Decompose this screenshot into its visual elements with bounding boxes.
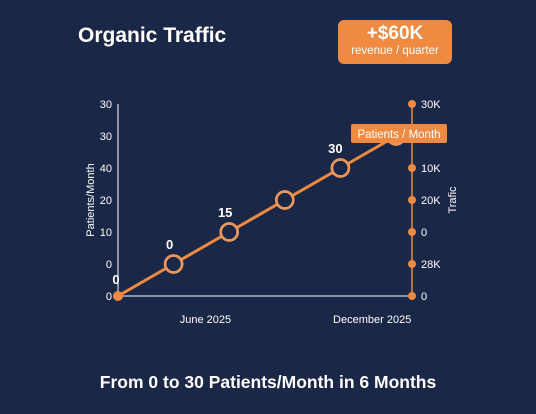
left-tick-label: 10 [100,227,112,239]
right-tick-dot [408,164,416,172]
left-tick-label: 0 [106,259,112,271]
right-tick-label: 0 [421,291,427,303]
point-value-label: 15 [218,205,232,220]
data-point [330,158,351,178]
left-axis-ticks: 30 30 40 20 10 0 0 [100,99,112,303]
annotation-tooltip: Patients / Month [351,124,447,143]
x-tick-label: June 2025 [180,314,231,326]
left-axis-title: Patients/Month [85,163,97,236]
right-tick-dot [408,100,416,108]
right-tick-label: 28K [421,259,441,271]
series-line [117,134,397,298]
badge-subtitle: revenue / quarter [351,45,439,57]
right-tick-dot [408,196,416,204]
right-axis-title: Trafic [447,186,459,214]
left-tick-label: 0 [106,291,112,303]
right-tick-label: 30K [421,99,441,111]
data-point [163,254,184,274]
x-tick-label: December 2025 [333,314,411,326]
right-tick-dot [408,260,416,268]
point-value-label: 0 [112,272,119,287]
point-labels: 0 0 15 30 [112,141,342,287]
data-point [219,222,239,242]
revenue-badge: +$60K revenue / quarter [338,20,452,64]
x-axis-ticks: June 2025 December 2025 [180,314,412,326]
tooltip-text: Patients / Month [357,129,440,141]
chart-title: Organic Traffic [78,24,227,47]
series-line-group [113,126,406,301]
tooltip-box [351,124,447,143]
point-value-label: 30 [328,141,342,156]
data-point-start [113,291,123,301]
right-tick-dot [408,228,416,236]
left-tick-label: 30 [100,131,112,143]
point-value-label: 0 [166,237,173,252]
chart-caption: From 0 to 30 Patients/Month in 6 Months [99,372,437,392]
right-tick-dot [408,292,416,300]
data-point [275,190,295,210]
right-axis-ticks: 30K 10K 20K 0 28K 0 [408,99,441,303]
right-tick-label: 10K [421,163,441,175]
right-tick-label: 0 [421,227,427,239]
left-tick-label: 20 [100,195,112,207]
left-tick-label: 30 [100,99,112,111]
badge-value: +$60K [366,23,424,44]
right-tick-label: 20K [421,195,441,207]
left-tick-label: 40 [100,163,112,175]
